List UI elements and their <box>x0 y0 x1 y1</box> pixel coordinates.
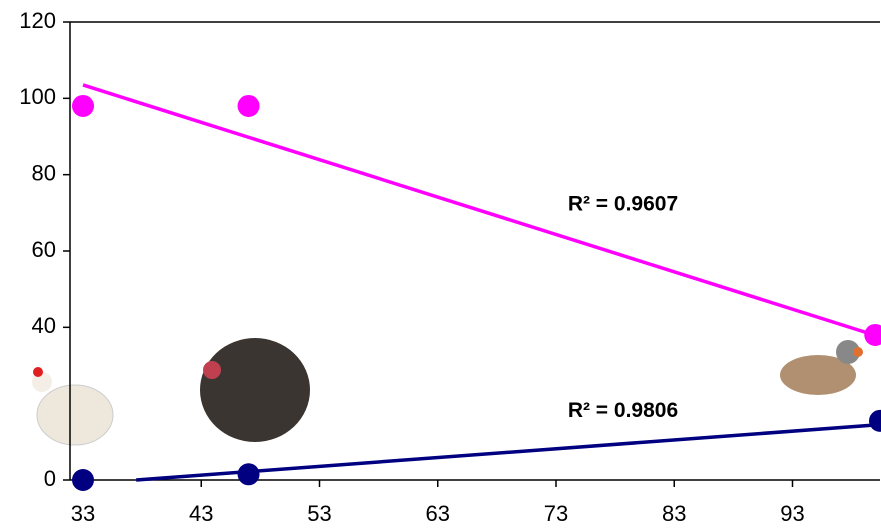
data-point <box>238 463 260 485</box>
r-squared-label: R² = 0.9806 <box>568 399 678 422</box>
y-tick-label: 0 <box>44 466 56 491</box>
r-squared-label: R² = 0.9607 <box>568 193 678 216</box>
y-tick-label: 60 <box>32 237 56 262</box>
turkey-icon <box>200 338 310 442</box>
x-tick-label: 43 <box>189 501 213 526</box>
y-tick-label: 100 <box>19 84 56 109</box>
trend-line <box>83 85 880 337</box>
x-tick-label: 73 <box>544 501 568 526</box>
x-tick-label: 53 <box>307 501 331 526</box>
finch-cheek <box>853 347 863 357</box>
data-point <box>72 469 94 491</box>
turkey-head <box>203 361 221 379</box>
data-point <box>869 410 881 432</box>
chicken-comb <box>33 367 43 377</box>
chicken-icon <box>37 385 113 445</box>
y-tick-label: 80 <box>32 160 56 185</box>
data-point <box>238 95 260 117</box>
chart: 0 40 60 80 100 120 33 43 53 63 73 83 93 R² = 0.9607 R²… <box>0 0 881 531</box>
data-point <box>864 324 881 346</box>
y-tick-label: 120 <box>19 8 56 33</box>
data-point <box>72 95 94 117</box>
x-tick-label: 63 <box>426 501 450 526</box>
x-tick-label: 83 <box>662 501 686 526</box>
y-tick-label: 40 <box>32 313 56 338</box>
x-tick-label: 33 <box>71 501 95 526</box>
bird-illustrations <box>32 338 863 445</box>
x-tick-label: 93 <box>780 501 804 526</box>
